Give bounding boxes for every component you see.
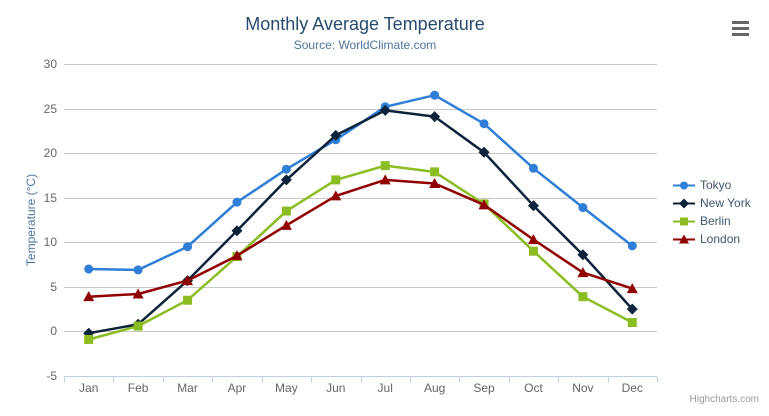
y-axis-label: 30 xyxy=(43,57,57,71)
chart-title: Monthly Average Temperature xyxy=(245,14,485,34)
y-axis-label: 15 xyxy=(43,190,57,205)
x-axis-label: Jul xyxy=(377,381,393,395)
y-axis-label: 10 xyxy=(43,235,57,250)
x-axis-label: Nov xyxy=(572,381,594,395)
x-axis-label: Oct xyxy=(524,381,543,395)
x-axis-label: May xyxy=(275,381,298,395)
diamond-marker-icon xyxy=(673,198,695,208)
menu-bar xyxy=(732,27,749,30)
x-axis-label: Apr xyxy=(227,381,247,395)
y-axis-label: 0 xyxy=(50,324,57,339)
x-axis-label: Sep xyxy=(473,381,495,395)
legend-item-new-york[interactable]: New York xyxy=(673,194,751,212)
x-axis-label: Feb xyxy=(127,381,149,395)
y-axis-label: -5 xyxy=(46,369,57,383)
legend: Tokyo New York Berlin London xyxy=(673,176,751,248)
y-axis-label: 20 xyxy=(43,146,57,161)
x-axis-label: Dec xyxy=(621,381,643,395)
triangle-marker-icon xyxy=(673,234,695,243)
x-axis-label: Jun xyxy=(326,381,346,395)
x-axis-label: Mar xyxy=(177,381,198,395)
legend-label: Tokyo xyxy=(700,178,732,192)
legend-label: New York xyxy=(700,196,751,210)
x-axis-label: Aug xyxy=(423,381,446,395)
hamburger-menu-icon[interactable] xyxy=(732,21,749,39)
legend-item-tokyo[interactable]: Tokyo xyxy=(673,176,751,194)
x-axis-label: Jan xyxy=(79,381,99,395)
circle-marker-icon xyxy=(673,181,695,189)
menu-bar xyxy=(732,33,749,36)
y-axis-title: Temperature (°C) xyxy=(24,173,38,267)
square-marker-icon xyxy=(673,217,695,225)
legend-item-berlin[interactable]: Berlin xyxy=(673,212,751,230)
y-axis-label: 5 xyxy=(50,279,57,294)
legend-label: London xyxy=(700,232,741,246)
chart-subtitle: Source: WorldClimate.com xyxy=(293,38,437,52)
credits-link[interactable]: Highcharts.com xyxy=(689,394,759,405)
legend-item-london[interactable]: London xyxy=(673,230,751,248)
legend-label: Berlin xyxy=(700,214,731,228)
menu-bar xyxy=(732,21,749,24)
y-axis-label: 25 xyxy=(43,101,57,116)
